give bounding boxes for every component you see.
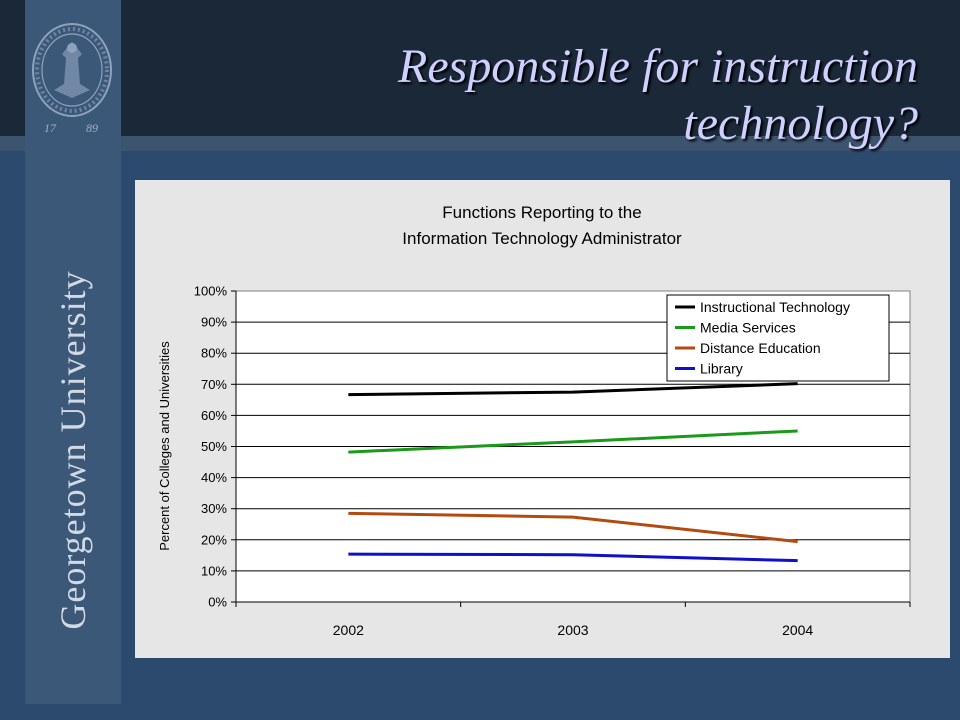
chart-panel: Functions Reporting to the Information T… [135, 180, 950, 658]
x-tick-label: 2004 [782, 622, 813, 638]
y-tick-label: 10% [201, 563, 227, 578]
seal-year-right: 89 [86, 121, 98, 135]
brand-vertical-text: Georgetown University [53, 270, 93, 630]
y-axis-label: Percent of Colleges and Universities [157, 341, 172, 551]
line-chart: Functions Reporting to the Information T… [157, 203, 911, 638]
y-tick-label: 30% [201, 501, 227, 516]
chart-title-line-2: Information Technology Administrator [402, 229, 682, 248]
y-tick-label: 100% [194, 284, 228, 299]
x-tick-label: 2002 [333, 622, 364, 638]
y-tick-label: 0% [208, 595, 227, 610]
legend-label: Distance Education [700, 340, 821, 356]
series-line [348, 552, 798, 563]
series-line [348, 429, 798, 454]
x-tick-label: 2003 [557, 622, 588, 638]
seal-year-left: 17 [44, 121, 57, 135]
slide-title: Responsible for instruction technology? [398, 38, 918, 152]
legend-label: Library [700, 361, 743, 377]
y-tick-label: 60% [201, 408, 227, 423]
y-tick-label: 20% [201, 532, 227, 547]
y-tick-label: 80% [201, 346, 227, 361]
series-line [348, 511, 798, 544]
legend-label: Instructional Technology [700, 299, 850, 315]
y-tick-label: 90% [201, 315, 227, 330]
chart-title-line-1: Functions Reporting to the [442, 203, 641, 222]
y-tick-label: 70% [201, 377, 227, 392]
university-seal-icon: 17 89 [32, 23, 112, 135]
y-tick-label: 50% [201, 439, 227, 454]
title-band [0, 0, 960, 138]
legend-box [666, 294, 890, 382]
y-tick-label: 40% [201, 470, 227, 485]
sidebar [25, 0, 121, 704]
series-line [348, 382, 798, 397]
legend-label: Media Services [700, 320, 796, 336]
title-rule [0, 136, 960, 151]
slide-title-line-2: technology? [683, 97, 918, 150]
slide-title-line-1: Responsible for instruction [398, 40, 918, 93]
